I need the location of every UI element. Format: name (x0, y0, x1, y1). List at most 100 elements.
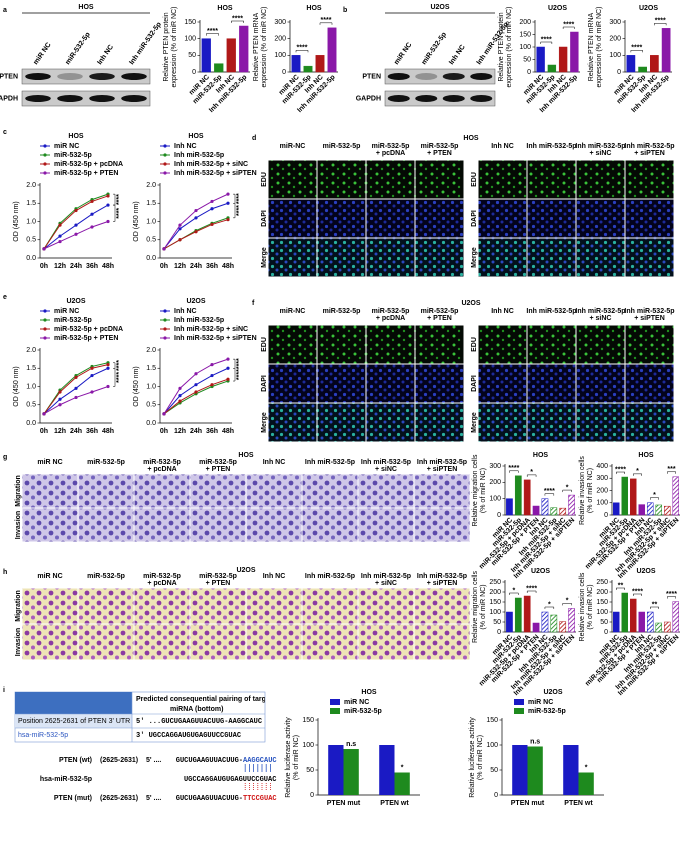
y-tick-label: 1.5 (146, 365, 156, 372)
micrograph (576, 403, 625, 442)
point (194, 216, 198, 220)
point (106, 194, 110, 198)
chart-title: U2OS (548, 5, 567, 12)
y-tick-label: 50 (523, 56, 531, 63)
legend-label: miR NC (54, 143, 79, 150)
bar (512, 745, 528, 795)
y-tick-label: 400 (596, 463, 608, 470)
y-axis-label: (% of miR NC) (293, 735, 300, 780)
y-tick-label: 1.0 (26, 218, 36, 225)
micrograph (190, 508, 246, 542)
significance: * (566, 484, 569, 491)
bar (239, 25, 249, 73)
mismatch-lines (244, 783, 271, 791)
y-tick-label: 150 (302, 717, 314, 724)
panel-label: e (3, 294, 7, 301)
x-tick-label: 24h (190, 428, 202, 435)
x-tick-label: 48h (222, 263, 234, 270)
significance: **** (232, 15, 243, 22)
legend-label: miR-532-5p + PTEN (54, 170, 118, 177)
row-label: PTEN (362, 73, 381, 80)
x-tick-label: 48h (102, 263, 114, 270)
column-label: Inh miR-532-5p (305, 459, 355, 466)
micrograph (527, 403, 576, 442)
row-label: Invasion (15, 628, 22, 656)
column-label: Inh miR-532-5p (624, 143, 674, 150)
bar (532, 505, 540, 516)
column-label: + pcDNA (147, 466, 176, 473)
bar (523, 479, 531, 516)
chart-title: U2OS (186, 298, 205, 305)
column-label: + siPTEN (427, 466, 458, 473)
micrograph (358, 624, 414, 660)
y-tick-label: 200 (596, 487, 608, 494)
bar (536, 46, 545, 73)
y-axis-label: Relative PTEN mRNA (253, 12, 260, 81)
band (121, 95, 147, 102)
y-tick-label: 250 (489, 579, 501, 586)
panel-label: a (3, 7, 7, 14)
y-tick-label: 200 (596, 589, 608, 596)
y-axis-label: (% of miR NC) (480, 584, 487, 629)
y-tick-label: 300 (489, 463, 501, 470)
significance: **** (615, 466, 626, 473)
significance-bracket (544, 606, 555, 609)
band (470, 95, 493, 102)
legend-label: miR-532-5p (54, 317, 92, 324)
row-cell (15, 714, 132, 728)
align-seq: UGCCAGGAUGUGAGU (184, 776, 247, 784)
table-row-name: Position 2625-2631 of PTEN 3' UTR (18, 718, 130, 725)
column-label: Inh NC (491, 308, 514, 315)
align-site: AAGGCAUC (243, 757, 277, 765)
grid-title: HOS (238, 452, 254, 459)
row-label: DAPI (471, 210, 478, 227)
y-axis-label: (% of miR NC) (587, 584, 594, 629)
y-tick-label: 0.5 (146, 237, 156, 244)
align-name: PTEN (wt) (59, 757, 92, 764)
y-tick-label: 0.0 (146, 255, 156, 262)
point (178, 394, 182, 398)
row-label: Migration (15, 475, 22, 507)
significance: *** (667, 466, 675, 473)
micrograph (478, 199, 527, 238)
y-tick-label: 0.0 (26, 420, 36, 427)
column-label: Inh miR-532-5p (624, 308, 674, 315)
bar (514, 597, 522, 633)
y-tick-label: 300 (609, 19, 621, 26)
significance-bracket (544, 493, 555, 496)
micrograph (134, 588, 190, 624)
column-label: + pcDNA (376, 315, 405, 322)
micrograph (190, 588, 246, 624)
micrograph (478, 403, 527, 442)
lane-label: miR NC (32, 41, 52, 66)
bar (541, 498, 549, 516)
column-label: + siNC (375, 466, 397, 473)
significance: **** (116, 208, 123, 219)
y-tick-label: 100 (489, 609, 501, 616)
micrograph (78, 474, 134, 508)
micrograph (415, 403, 464, 442)
y-axis-label: expression (% of miR NC) (596, 7, 603, 88)
bar (559, 621, 567, 633)
significance-bracket (295, 50, 309, 53)
micrograph (366, 238, 415, 277)
row-label: EDU (261, 337, 268, 352)
band (89, 73, 115, 80)
y-tick-label: 0 (604, 629, 608, 636)
y-tick-label: 50 (188, 52, 196, 59)
band (121, 73, 147, 80)
column-label: Inh miR-532-5p (575, 308, 625, 315)
bar (558, 46, 568, 73)
y-tick-label: 0 (527, 69, 531, 76)
y-tick-label: 0.0 (146, 420, 156, 427)
bar (563, 745, 579, 795)
legend-label: Inh miR-532-5p (174, 317, 224, 324)
column-label: Inh NC (263, 459, 286, 466)
column-label: + pcDNA (147, 580, 176, 587)
bar (506, 498, 513, 516)
panel-label: h (3, 569, 7, 576)
significance-bracket (233, 203, 236, 219)
legend-marker (43, 318, 47, 322)
panel-label: f (252, 300, 255, 307)
micrograph (415, 160, 464, 199)
